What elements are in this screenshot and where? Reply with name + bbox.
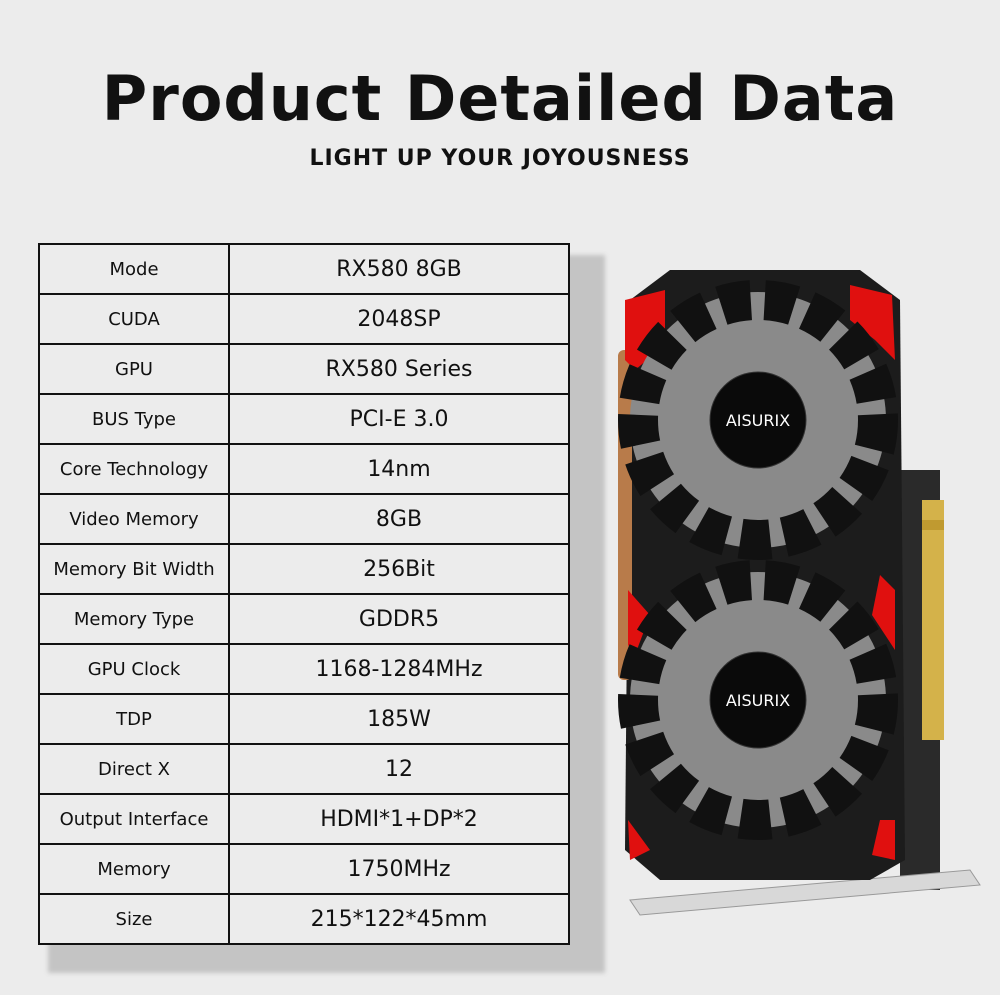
fan-top: AISURIX [618, 280, 898, 560]
spec-label: Memory Type [38, 593, 230, 645]
spec-label: Core Technology [38, 443, 230, 495]
spec-row: Memory Bit Width 256Bit [38, 543, 570, 595]
spec-label: GPU Clock [38, 643, 230, 695]
spec-row: Output Interface HDMI*1+DP*2 [38, 793, 570, 845]
spec-value: 8GB [228, 493, 570, 545]
spec-value: GDDR5 [228, 593, 570, 645]
spec-row: Video Memory 8GB [38, 493, 570, 545]
page-subtitle: LIGHT UP YOUR JOYOUSNESS [309, 146, 691, 171]
spec-value: PCI-E 3.0 [228, 393, 570, 445]
spec-value: 12 [228, 743, 570, 795]
spec-row: GPU RX580 Series [38, 343, 570, 395]
spec-table: Mode RX580 8GB CUDA 2048SP GPU RX580 Series BU… [38, 243, 570, 945]
pcie-connector [922, 500, 944, 740]
spec-row: TDP 185W [38, 693, 570, 745]
spec-label: Mode [38, 243, 230, 295]
spec-row: Memory Type GDDR5 [38, 593, 570, 645]
spec-label: Memory [38, 843, 230, 895]
fan-bottom: AISURIX [618, 560, 898, 840]
spec-label: Size [38, 893, 230, 945]
spec-label: GPU [38, 343, 230, 395]
spec-value: 14nm [228, 443, 570, 495]
spec-value: 185W [228, 693, 570, 745]
spec-label: Memory Bit Width [38, 543, 230, 595]
spec-label: BUS Type [38, 393, 230, 445]
brand-logo: AISURIX [726, 411, 790, 430]
spec-label: TDP [38, 693, 230, 745]
spec-value: RX580 Series [228, 343, 570, 395]
spec-row: Size 215*122*45mm [38, 893, 570, 945]
spec-row: BUS Type PCI-E 3.0 [38, 393, 570, 445]
spec-value: 2048SP [228, 293, 570, 345]
spec-label: Output Interface [38, 793, 230, 845]
graphics-card-image: AISURIX AISURIX [618, 270, 981, 916]
spec-row: CUDA 2048SP [38, 293, 570, 345]
spec-row: Mode RX580 8GB [38, 243, 570, 295]
spec-value: 1168-1284MHz [228, 643, 570, 695]
spec-label: CUDA [38, 293, 230, 345]
spec-row: Core Technology 14nm [38, 443, 570, 495]
spec-row: Memory 1750MHz [38, 843, 570, 895]
spec-label: Direct X [38, 743, 230, 795]
spec-value: 215*122*45mm [228, 893, 570, 945]
spec-label: Video Memory [38, 493, 230, 545]
spec-row: Direct X 12 [38, 743, 570, 795]
spec-value: HDMI*1+DP*2 [228, 793, 570, 845]
spec-value: 1750MHz [228, 843, 570, 895]
spec-value: 256Bit [228, 543, 570, 595]
brand-logo: AISURIX [726, 691, 790, 710]
spec-row: GPU Clock 1168-1284MHz [38, 643, 570, 695]
page-title: Product Detailed Data [101, 62, 899, 135]
spec-value: RX580 8GB [228, 243, 570, 295]
